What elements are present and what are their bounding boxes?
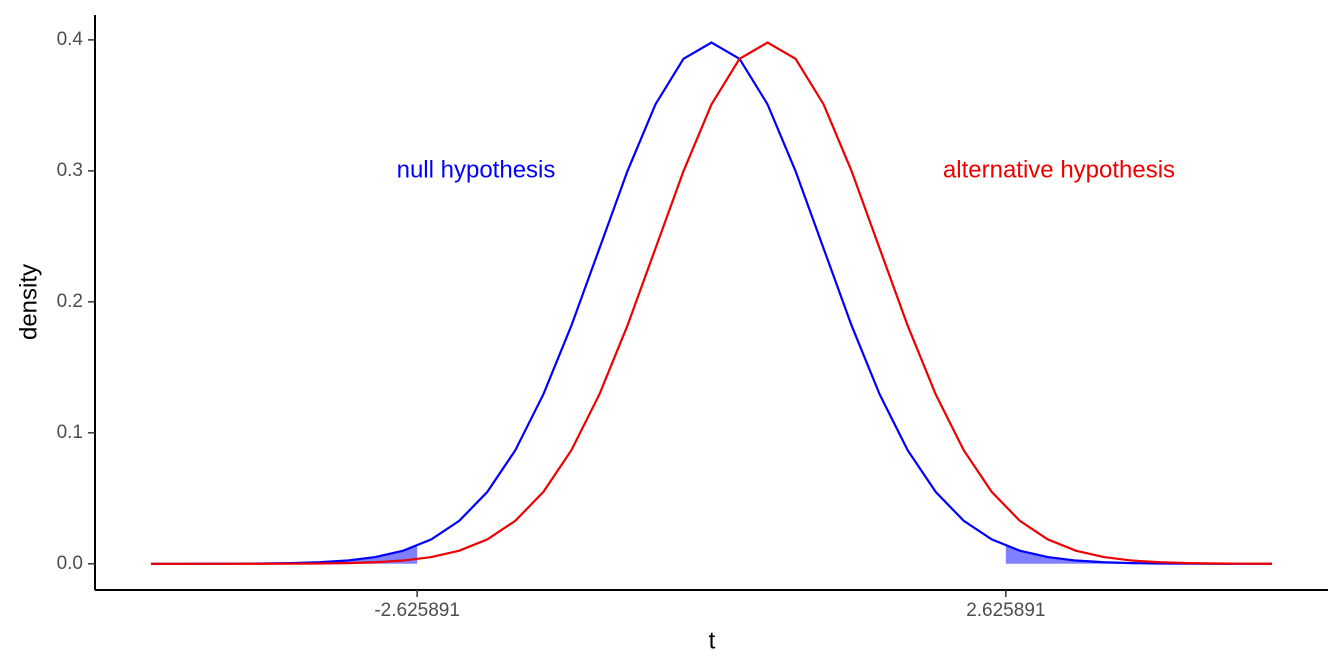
x-tick-label: -2.625891 xyxy=(374,600,460,621)
rejection-region xyxy=(151,545,418,564)
y-tick-label: 0.2 xyxy=(57,291,83,312)
density-curve xyxy=(151,41,1272,565)
curve-label: alternative hypothesis xyxy=(943,156,1175,183)
x-axis-title: t xyxy=(709,627,716,654)
y-axis-title: density xyxy=(15,264,42,340)
density-curve xyxy=(151,41,1272,565)
y-tick-label: 0.4 xyxy=(57,29,84,50)
y-tick-label: 0.1 xyxy=(57,422,83,443)
rejection-region xyxy=(1005,545,1272,564)
y-tick-label: 0.3 xyxy=(57,160,83,181)
curve-label: null hypothesis xyxy=(397,156,556,183)
x-tick-label: 2.625891 xyxy=(966,600,1045,621)
y-tick-label: 0.0 xyxy=(57,553,83,574)
